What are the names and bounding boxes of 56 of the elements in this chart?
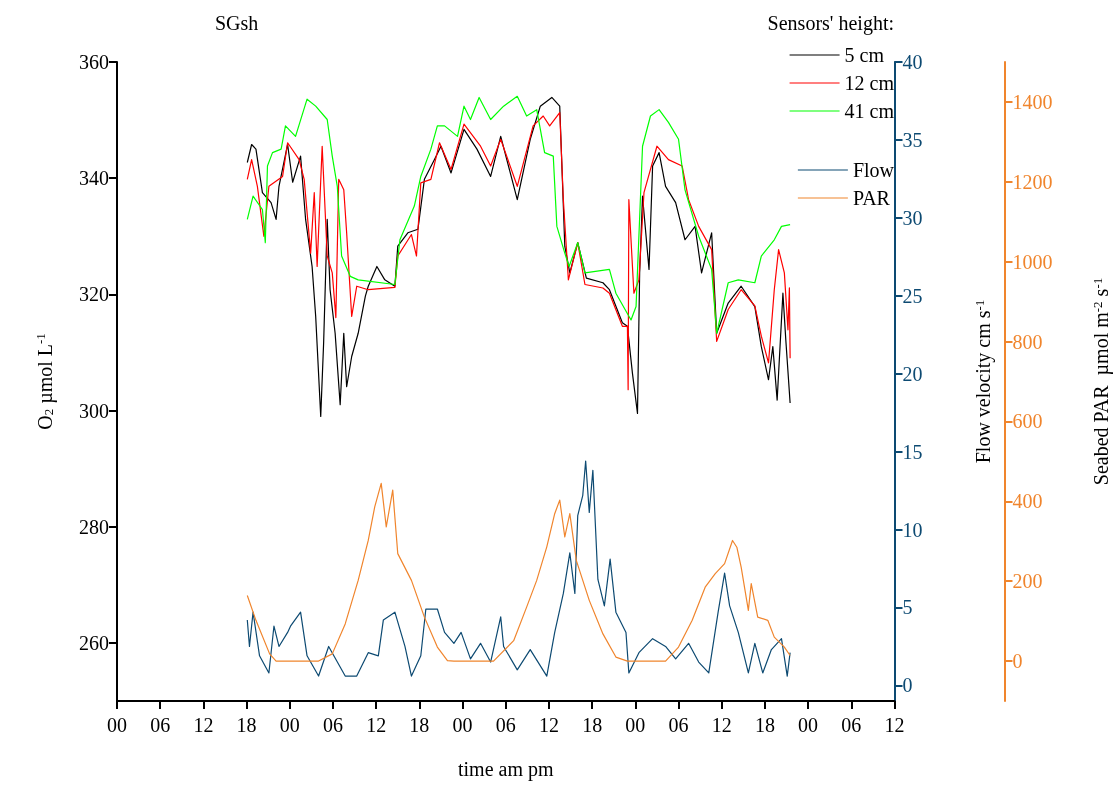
y-tick-label: 320 [79,283,109,306]
y-tick-label: 340 [79,167,109,190]
y2-tick-label: 30 [902,206,923,229]
x-tick-label: 18 [582,714,603,736]
legend-title: Sensors' height: [767,12,895,35]
y2-tick-label: 35 [902,128,923,151]
y3-tick-label: 800 [1012,330,1043,353]
y2-axis-title: Flow velocity cm s-1 [971,299,995,464]
legend-label: 12 cm [844,72,895,94]
x-tick-label: 18 [236,714,257,736]
legend-label: PAR [852,187,891,209]
y2-tick-label: 20 [902,362,923,385]
y-tick-label: 360 [79,51,109,73]
x-tick-label: 06 [150,714,171,736]
y3-tick-label: 1200 [1012,170,1053,193]
y-tick-label: 280 [79,515,109,538]
x-tick-label: 06 [322,714,343,736]
y3-tick-label: 1000 [1012,250,1053,273]
chart-title: SGsh [215,12,259,34]
line-series [246,460,791,677]
y-axis-title: O2 µmol L-1 [33,333,57,430]
y3-tick-label: 1400 [1012,90,1053,113]
x-tick-label: 00 [107,714,127,736]
y2-tick-label: 40 [902,51,923,73]
y3-tick-label: 0 [1012,650,1023,673]
y2-tick-label: 5 [902,596,913,619]
y2-tick-label: 10 [902,518,923,541]
y-tick-label: 300 [79,399,109,422]
legend-label: 5 cm [844,44,885,66]
x-tick-label: 00 [279,714,300,736]
y-tick-label: 260 [79,631,109,654]
x-tick-label: 12 [366,714,387,736]
x-tick-label: 06 [495,714,516,736]
x-tick-label: 12 [711,714,732,736]
x-tick-label: 00 [625,714,646,736]
line-series [246,95,791,334]
x-tick-label: 18 [409,714,430,736]
x-tick-label: 18 [754,714,775,736]
y2-tick-label: 25 [902,284,923,307]
y3-tick-label: 200 [1012,570,1043,593]
x-tick-label: 06 [841,714,862,736]
x-tick-label: 12 [884,714,905,736]
x-tick-label: 00 [452,714,473,736]
x-tick-label: 12 [538,714,559,736]
y2-tick-label: 15 [902,440,923,463]
legend-label: Flow [852,159,895,181]
y3-axis-title: Seabed PAR µmol m-2 s-1 [1089,277,1113,486]
x-axis-title: time am pm [457,758,554,781]
y3-tick-label: 600 [1012,410,1043,433]
x-tick-label: 06 [668,714,689,736]
x-tick-label: 12 [193,714,214,736]
legend-label: 41 cm [844,100,895,122]
line-series [246,482,791,662]
x-tick-label: 00 [798,714,819,736]
y3-tick-label: 400 [1012,490,1043,513]
y2-tick-label: 0 [902,674,913,697]
